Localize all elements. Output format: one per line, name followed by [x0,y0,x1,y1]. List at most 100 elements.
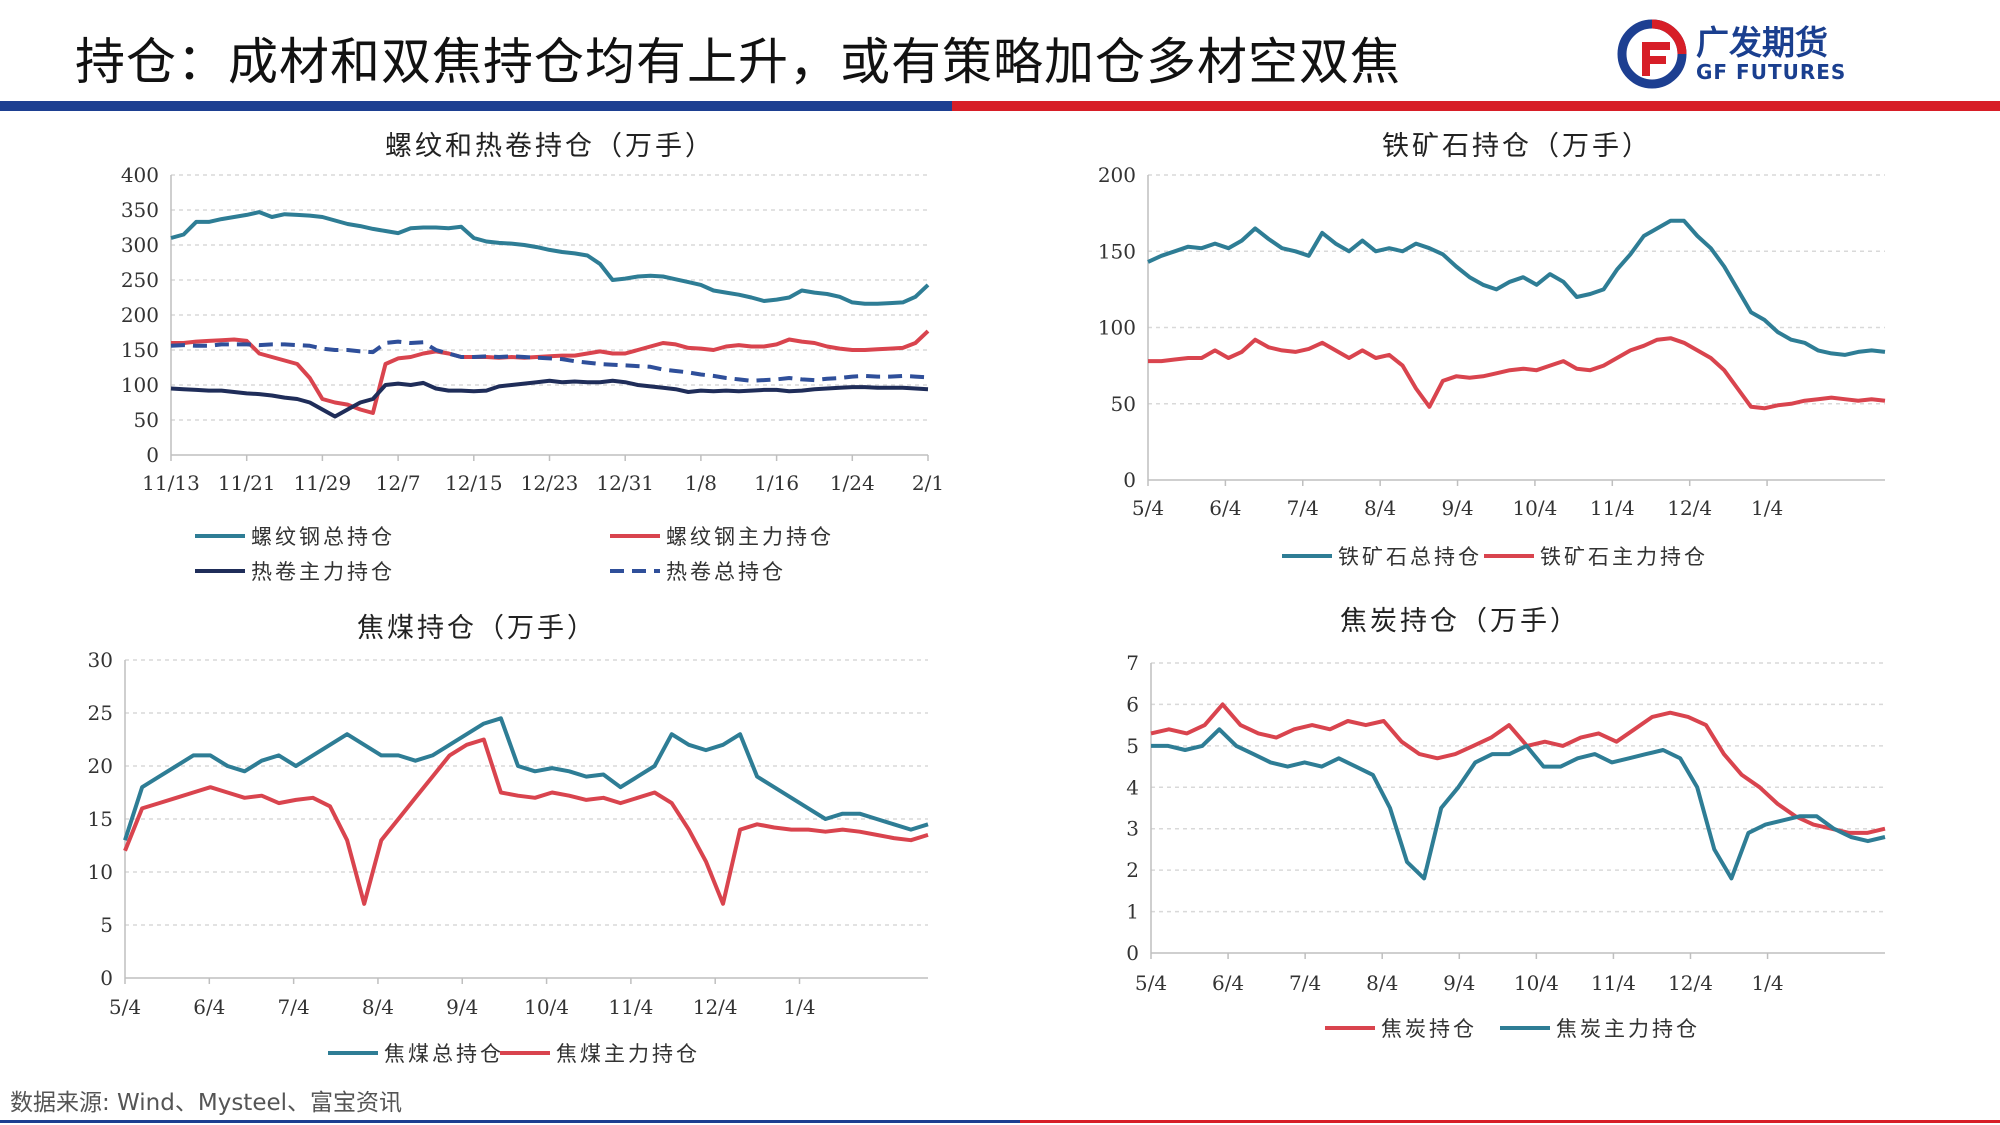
y-tick-label: 25 [88,701,113,725]
x-tick-label: 12/23 [521,471,579,495]
x-tick-label: 12/4 [1667,496,1712,520]
y-tick-label: 20 [88,754,113,778]
y-tick-label: 6 [1126,692,1139,716]
series-line-3 [170,378,929,419]
x-tick-label: 10/4 [1512,496,1557,520]
chart-4: 焦炭持仓（万手） 0 1 2 3 4 5 6 7 5/4 6/4 7/4 8/4 9/4 10/4 11/4 1… [1126,606,1886,1041]
legend-label: 热卷主力持仓 [251,560,395,584]
y-tick-label: 150 [121,338,159,362]
chart-title: 铁矿石持仓（万手） [1382,131,1652,162]
y-tick-label: 200 [1098,163,1136,187]
header-rule-red [952,101,2000,111]
chart-title: 焦煤持仓（万手） [357,613,597,644]
legend-label: 铁矿石主力持仓 [1540,545,1708,569]
y-tick-label: 3 [1126,817,1139,841]
y-tick-label: 30 [88,648,113,672]
footer-rule-red [1020,1120,2000,1123]
x-tick-label: 11/4 [1590,496,1635,520]
x-tick-label: 11/4 [1591,971,1636,995]
x-tick-label: 11/4 [608,995,653,1019]
x-tick-label: 5/4 [1135,971,1167,995]
x-tick-label: 1/4 [1751,496,1783,520]
y-tick-label: 200 [121,303,159,327]
y-tick-label: 5 [100,913,113,937]
y-tick-label: 0 [100,966,113,990]
legend-label: 螺纹钢总持仓 [251,525,395,549]
legend-label: 焦煤主力持仓 [556,1042,700,1066]
series-line-1 [1150,702,1886,835]
y-tick-label: 100 [121,373,159,397]
page-title: 持仓：成材和双焦持仓均有上升，或有策略加仓多材空双焦 [75,33,1401,91]
legend-label: 螺纹钢主力持仓 [666,525,834,549]
x-tick-label: 7/4 [278,995,310,1019]
legend-label: 焦炭持仓 [1381,1017,1477,1041]
x-tick-label: 1/4 [1751,971,1783,995]
x-tick-label: 9/4 [446,995,478,1019]
series-line-4 [170,339,929,383]
series-line-1 [1147,218,1886,357]
x-tick-label: 1/16 [754,471,799,495]
y-tick-label: 300 [121,233,159,257]
x-tick-label: 12/31 [596,471,654,495]
chart-3: 焦煤持仓（万手） 0 5 10 15 20 25 30 5/4 6/4 7/4 8/4 9/4 10/4 1… [88,613,929,1066]
y-tick-label: 0 [146,443,159,467]
y-tick-label: 100 [1098,316,1136,340]
y-tick-label: 4 [1126,775,1139,799]
x-tick-label: 2/1 [912,471,944,495]
x-tick-label: 1/8 [685,471,717,495]
y-tick-label: 15 [88,807,113,831]
series-line-1 [123,716,929,841]
x-tick-label: 12/15 [445,471,503,495]
x-tick-label: 8/4 [362,995,394,1019]
x-tick-label: 1/4 [783,995,815,1019]
x-tick-label: 11/21 [218,471,276,495]
x-tick-label: 7/4 [1287,496,1319,520]
chart-title: 螺纹和热卷持仓（万手） [385,131,715,162]
series-line-2 [1151,727,1886,881]
y-tick-label: 150 [1098,239,1136,263]
series-line-2 [171,329,930,415]
series-line-2 [123,737,929,906]
y-tick-label: 2 [1126,858,1139,882]
footer-rule-blue [0,1120,2000,1123]
x-tick-label: 12/4 [1668,971,1713,995]
x-tick-label: 11/29 [294,471,352,495]
y-tick-label: 400 [121,163,159,187]
x-tick-label: 6/4 [193,995,225,1019]
y-tick-label: 350 [121,198,159,222]
x-tick-label: 9/4 [1441,496,1473,520]
legend-label: 焦炭主力持仓 [1556,1017,1700,1041]
y-tick-label: 5 [1126,734,1139,758]
x-tick-label: 8/4 [1364,496,1396,520]
x-tick-label: 6/4 [1209,496,1241,520]
x-tick-label: 5/4 [109,995,141,1019]
x-tick-label: 11/13 [142,471,200,495]
y-tick-label: 50 [134,408,159,432]
legend-label: 热卷总持仓 [666,560,786,584]
y-tick-label: 50 [1111,392,1136,416]
y-tick-label: 250 [121,268,159,292]
y-tick-label: 10 [88,860,113,884]
data-source-note: 数据来源: Wind、Mysteel、富宝资讯 [10,1090,403,1116]
x-tick-label: 9/4 [1443,971,1475,995]
y-tick-label: 0 [1123,468,1136,492]
series-line-2 [1148,336,1886,411]
y-tick-label: 7 [1126,651,1139,675]
y-tick-label: 0 [1126,941,1139,965]
x-tick-label: 6/4 [1212,971,1244,995]
x-tick-label: 1/24 [830,471,875,495]
logo-english-name: GF FUTURES [1696,60,1847,84]
chart-title: 焦炭持仓（万手） [1340,606,1580,637]
legend-label: 焦煤总持仓 [384,1042,504,1066]
y-tick-label: 1 [1126,900,1139,924]
brand-logo: 广发期货 GF FUTURES [1614,14,1847,94]
x-tick-label: 12/4 [693,995,738,1019]
x-tick-label: 10/4 [524,995,569,1019]
header-rule-blue [0,101,952,111]
gf-logo-icon [1617,19,1687,89]
legend-label: 铁矿石总持仓 [1338,545,1482,569]
chart-1: 螺纹和热卷持仓（万手） 0 50 100 150 200 250 300 350 400 11/13… [121,131,944,584]
x-tick-label: 12/7 [376,471,421,495]
series-line-1 [170,210,930,306]
